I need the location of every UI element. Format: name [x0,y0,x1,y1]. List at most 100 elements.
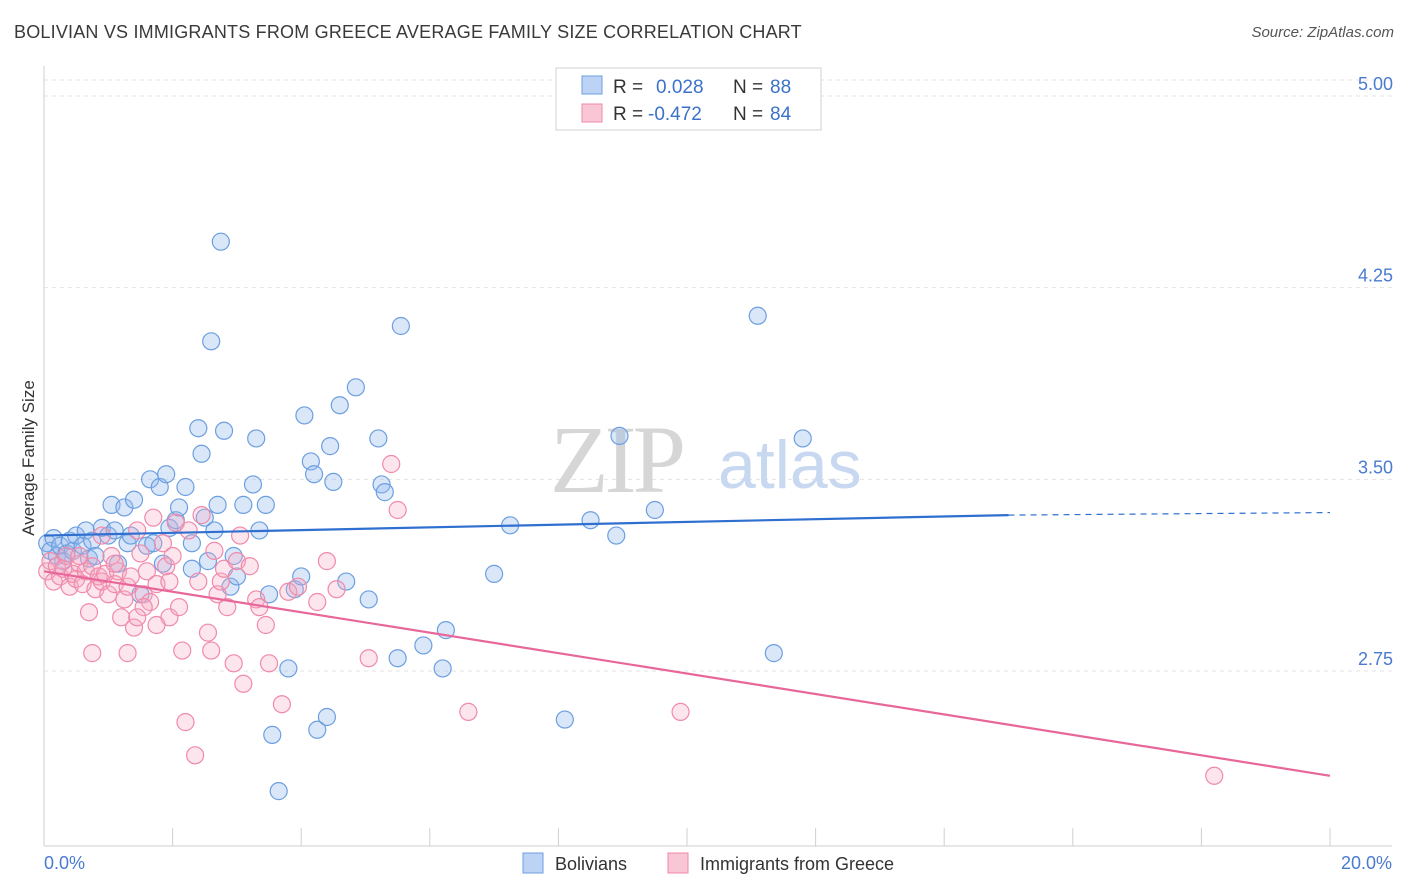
legend-r-label-blue: R = [613,77,643,98]
point-bolivians [263,725,282,744]
point-greece [388,500,407,520]
point-greece [224,654,243,673]
point-bolivians [208,495,227,514]
axes [43,66,1392,847]
point-bolivians [581,511,600,530]
y-axis-title: Average Family Size [19,380,38,536]
point-greece [231,526,250,545]
point-bolivians [485,564,504,583]
x-tick-label-min: 0.0% [44,853,85,873]
data-points [38,232,1224,801]
y-tick-label: 4.25 [1358,266,1393,286]
point-greece [128,521,147,540]
point-bolivians [793,429,812,448]
point-greece [327,580,346,599]
point-bolivians [86,546,105,566]
point-bolivians [115,498,134,517]
legend-n-value-blue: 88 [770,77,791,98]
series-label-greece: Immigrants from Greece [700,854,894,874]
series-swatch-bolivians [522,852,544,874]
y-tick-label: 3.50 [1358,457,1393,477]
point-greece [137,562,156,581]
point-bolivians [256,495,275,514]
point-greece [121,567,140,586]
series-legend: Bolivians Immigrants from Greece [522,852,894,874]
grid-lines [44,79,1392,672]
point-greece [205,541,224,560]
y-tick-label: 2.75 [1358,649,1393,669]
trend-lines [43,511,1331,777]
point-bolivians [269,782,288,801]
point-bolivians [346,378,365,397]
point-bolivians [279,659,298,678]
point-greece [308,592,327,612]
point-greece [202,641,221,660]
point-bolivians [202,332,221,351]
point-bolivians [247,429,266,448]
point-bolivians [321,437,340,456]
legend-swatch-pink [581,103,603,123]
point-bolivians [330,396,349,415]
point-greece [112,608,131,627]
legend-r-label-pink: R = [613,104,643,125]
point-greece [173,641,192,660]
point-bolivians [83,531,102,550]
point-greece [124,618,144,637]
point-greece [671,702,690,721]
point-bolivians [308,720,327,739]
point-greece [192,506,211,525]
point-bolivians [369,429,388,448]
point-bolivians [205,521,224,540]
point-bolivians [610,426,629,445]
watermark-atlas: atlas [718,427,862,503]
tick-labels: 2.75 3.50 4.25 5.00 0.0% 20.0% [44,74,1393,873]
point-greece [99,585,118,604]
chart-title: BOLIVIAN VS IMMIGRANTS FROM GREECE AVERA… [14,22,802,42]
point-bolivians [645,500,664,520]
point-bolivians [234,495,253,514]
point-greece [157,557,176,576]
series-label-bolivians: Bolivians [555,854,627,874]
point-bolivians [189,419,208,438]
point-bolivians [292,567,311,586]
legend-swatch-blue [581,75,603,95]
point-greece [118,644,137,663]
trend-line-bolivians [43,514,1009,537]
point-greece [70,546,89,566]
point-greece [83,644,102,663]
point-bolivians [324,472,343,491]
point-greece [176,713,195,732]
point-bolivians [414,636,433,655]
point-greece [144,508,163,527]
point-bolivians [607,526,626,545]
point-greece [240,557,259,576]
point-bolivians [169,498,189,517]
point-greece [163,546,182,566]
point-greece [131,544,150,563]
point-bolivians [153,554,173,573]
point-greece [169,598,189,617]
point-greece [179,521,198,540]
point-bolivians [764,644,783,663]
point-greece [382,454,401,474]
legend-r-value-pink: -0.472 [648,104,702,125]
point-bolivians [157,465,176,484]
correlation-legend: R = 0.028 N = 88 R = -0.472 N = 84 [555,67,822,131]
legend-n-value-pink: 84 [770,104,792,125]
point-bolivians [388,649,407,668]
point-greece [198,623,218,642]
point-greece [128,608,147,627]
legend-n-label-blue: N = [733,77,763,98]
point-greece [189,572,208,591]
legend-r-value-blue: 0.028 [656,77,704,98]
point-bolivians [748,306,767,325]
point-bolivians [337,572,356,591]
point-greece [359,649,378,668]
point-greece [459,702,478,721]
point-bolivians [375,483,394,502]
point-bolivians [391,316,410,336]
point-greece [1205,766,1224,785]
point-bolivians [555,710,574,729]
source-label: Source: ZipAtlas.com [1251,24,1394,41]
point-bolivians [144,534,163,553]
